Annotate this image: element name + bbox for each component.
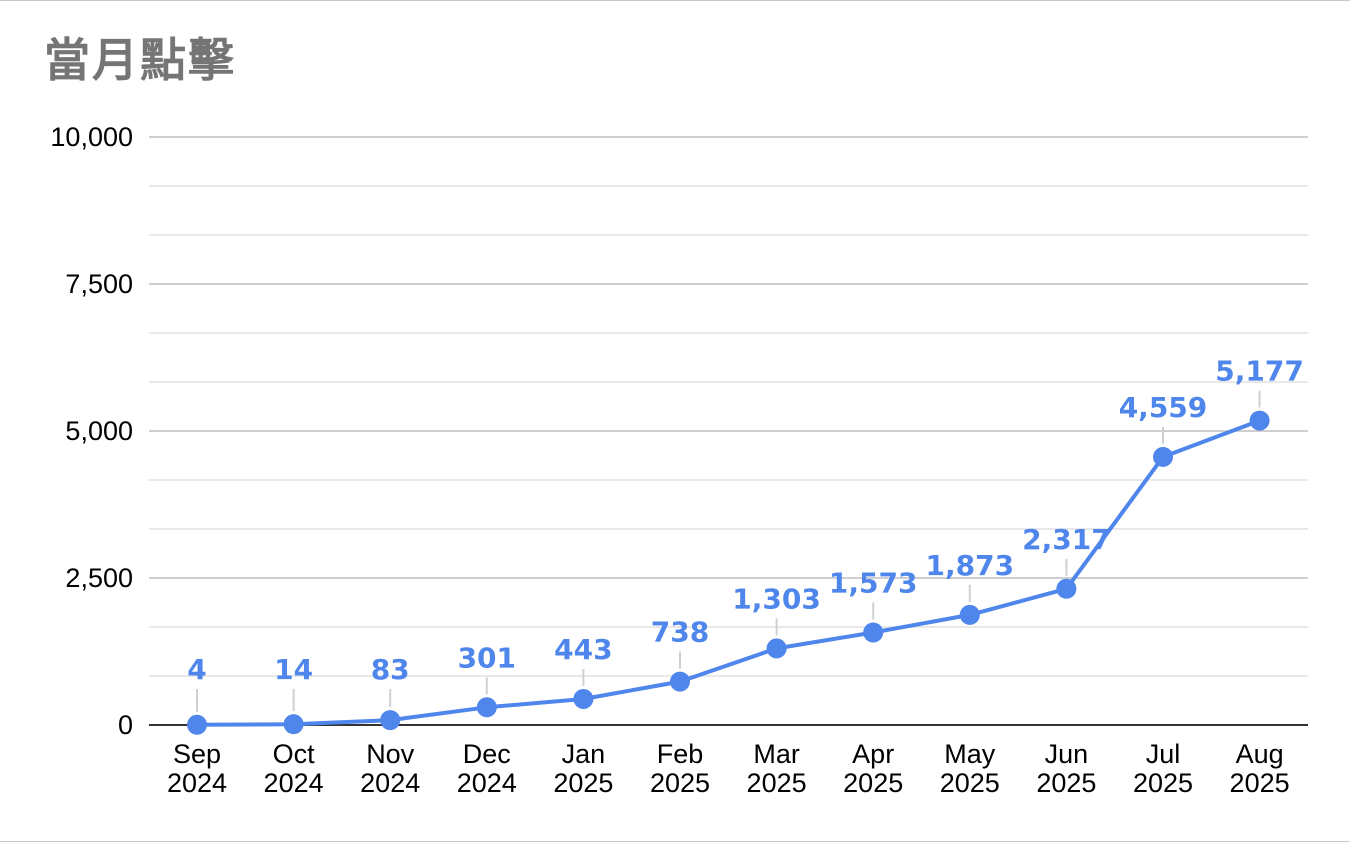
data-point-sep-2024[interactable]	[187, 714, 207, 735]
x-tick-label: Jun 2025	[1036, 739, 1096, 798]
data-label: 443	[554, 633, 612, 666]
x-tick-label: Nov 2024	[360, 739, 420, 798]
data-label: 83	[371, 653, 410, 686]
x-tick-label: Dec 2024	[457, 739, 517, 798]
data-point-nov-2024[interactable]	[380, 710, 401, 731]
data-point-jan-2025[interactable]	[573, 688, 594, 709]
data-point-may-2025[interactable]	[959, 604, 980, 625]
data-label: 5,177	[1215, 355, 1304, 388]
x-tick-label: Sep 2024	[167, 739, 227, 798]
y-axis-labels: 0 2,500 5,000 7,500 10,000	[50, 122, 133, 740]
data-point-apr-2025[interactable]	[863, 622, 884, 643]
x-tick-label: Jul 2025	[1133, 739, 1193, 798]
gridlines	[149, 136, 1308, 677]
y-tick-label: 10,000	[50, 122, 133, 152]
data-label: 301	[458, 641, 516, 674]
series-line	[195, 418, 1262, 727]
x-tick-label: Apr 2025	[843, 739, 903, 798]
y-tick-label: 5,000	[65, 416, 133, 446]
data-label: 4	[187, 653, 206, 686]
data-label: 4,559	[1119, 391, 1208, 424]
chart-title: 當月點擊	[44, 33, 236, 87]
y-tick-label: 0	[118, 710, 133, 740]
data-label: 1,573	[829, 567, 918, 600]
data-point-feb-2025[interactable]	[670, 671, 690, 692]
data-label: 1,303	[732, 582, 821, 615]
data-point-oct-2024[interactable]	[283, 714, 304, 735]
y-tick-label: 2,500	[65, 563, 133, 593]
data-points	[187, 410, 1270, 735]
data-label: 2,317	[1022, 523, 1111, 556]
x-tick-label: Feb 2025	[650, 739, 710, 798]
x-tick-label: Aug 2025	[1230, 739, 1290, 798]
data-point-jul-2025[interactable]	[1153, 446, 1173, 467]
data-point-dec-2024[interactable]	[476, 697, 497, 718]
x-tick-label: Jan 2025	[553, 739, 613, 798]
data-label: 14	[274, 653, 313, 686]
data-label-leaders	[196, 390, 1261, 712]
y-tick-label: 7,500	[65, 269, 133, 299]
data-point-jun-2025[interactable]	[1056, 578, 1077, 599]
data-label: 738	[651, 616, 709, 649]
data-point-mar-2025[interactable]	[766, 638, 787, 659]
x-tick-label: Mar 2025	[747, 739, 807, 798]
x-axis-labels: Sep 2024 Oct 2024 Nov 2024 Dec 2024 Jan 2025 Feb 20…	[167, 739, 1290, 798]
x-tick-label: May 2025	[940, 739, 1000, 798]
x-tick-label: Oct 2024	[264, 739, 324, 798]
data-point-aug-2025[interactable]	[1249, 410, 1270, 431]
data-label: 1,873	[926, 549, 1015, 582]
